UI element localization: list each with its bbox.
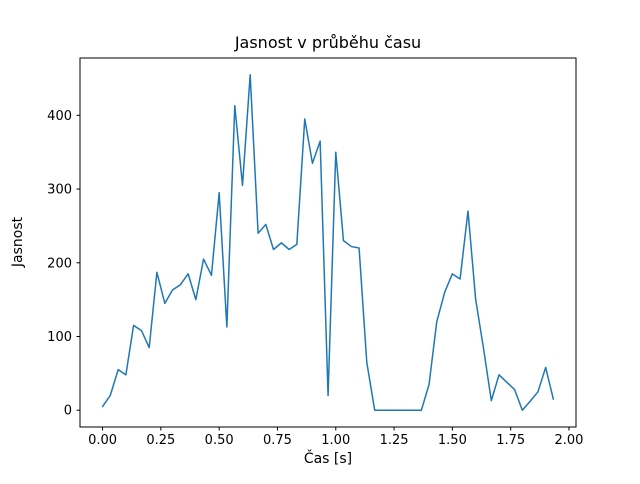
x-axis-label: Čas [s] — [304, 449, 352, 467]
y-tick-label: 0 — [64, 404, 72, 419]
x-tick-label: 1.00 — [321, 433, 350, 448]
y-tick-label: 300 — [47, 183, 72, 198]
x-tick-label: 0.00 — [88, 433, 117, 448]
x-tick-label: 1.25 — [380, 433, 409, 448]
chart-title: Jasnost v průběhu času — [234, 33, 421, 52]
x-tick-label: 0.25 — [146, 433, 175, 448]
x-tick-label: 1.50 — [438, 433, 467, 448]
plot-frame — [79, 57, 577, 428]
y-tick-label: 400 — [47, 109, 72, 124]
y-tick-label: 200 — [47, 256, 72, 271]
series-line — [101, 74, 555, 411]
x-tick-label: 1.75 — [496, 433, 525, 448]
plot-area: 0.00 0.25 0.50 0.75 1.00 1.25 1.50 1.75 2.00 0 100… — [47, 57, 584, 448]
x-tick-label: 0.75 — [263, 433, 292, 448]
y-tick-label: 100 — [47, 330, 72, 345]
y-axis-label: Jasnost — [10, 216, 26, 268]
x-tick-label: 2.00 — [555, 433, 584, 448]
x-tick-label: 0.50 — [205, 433, 234, 448]
